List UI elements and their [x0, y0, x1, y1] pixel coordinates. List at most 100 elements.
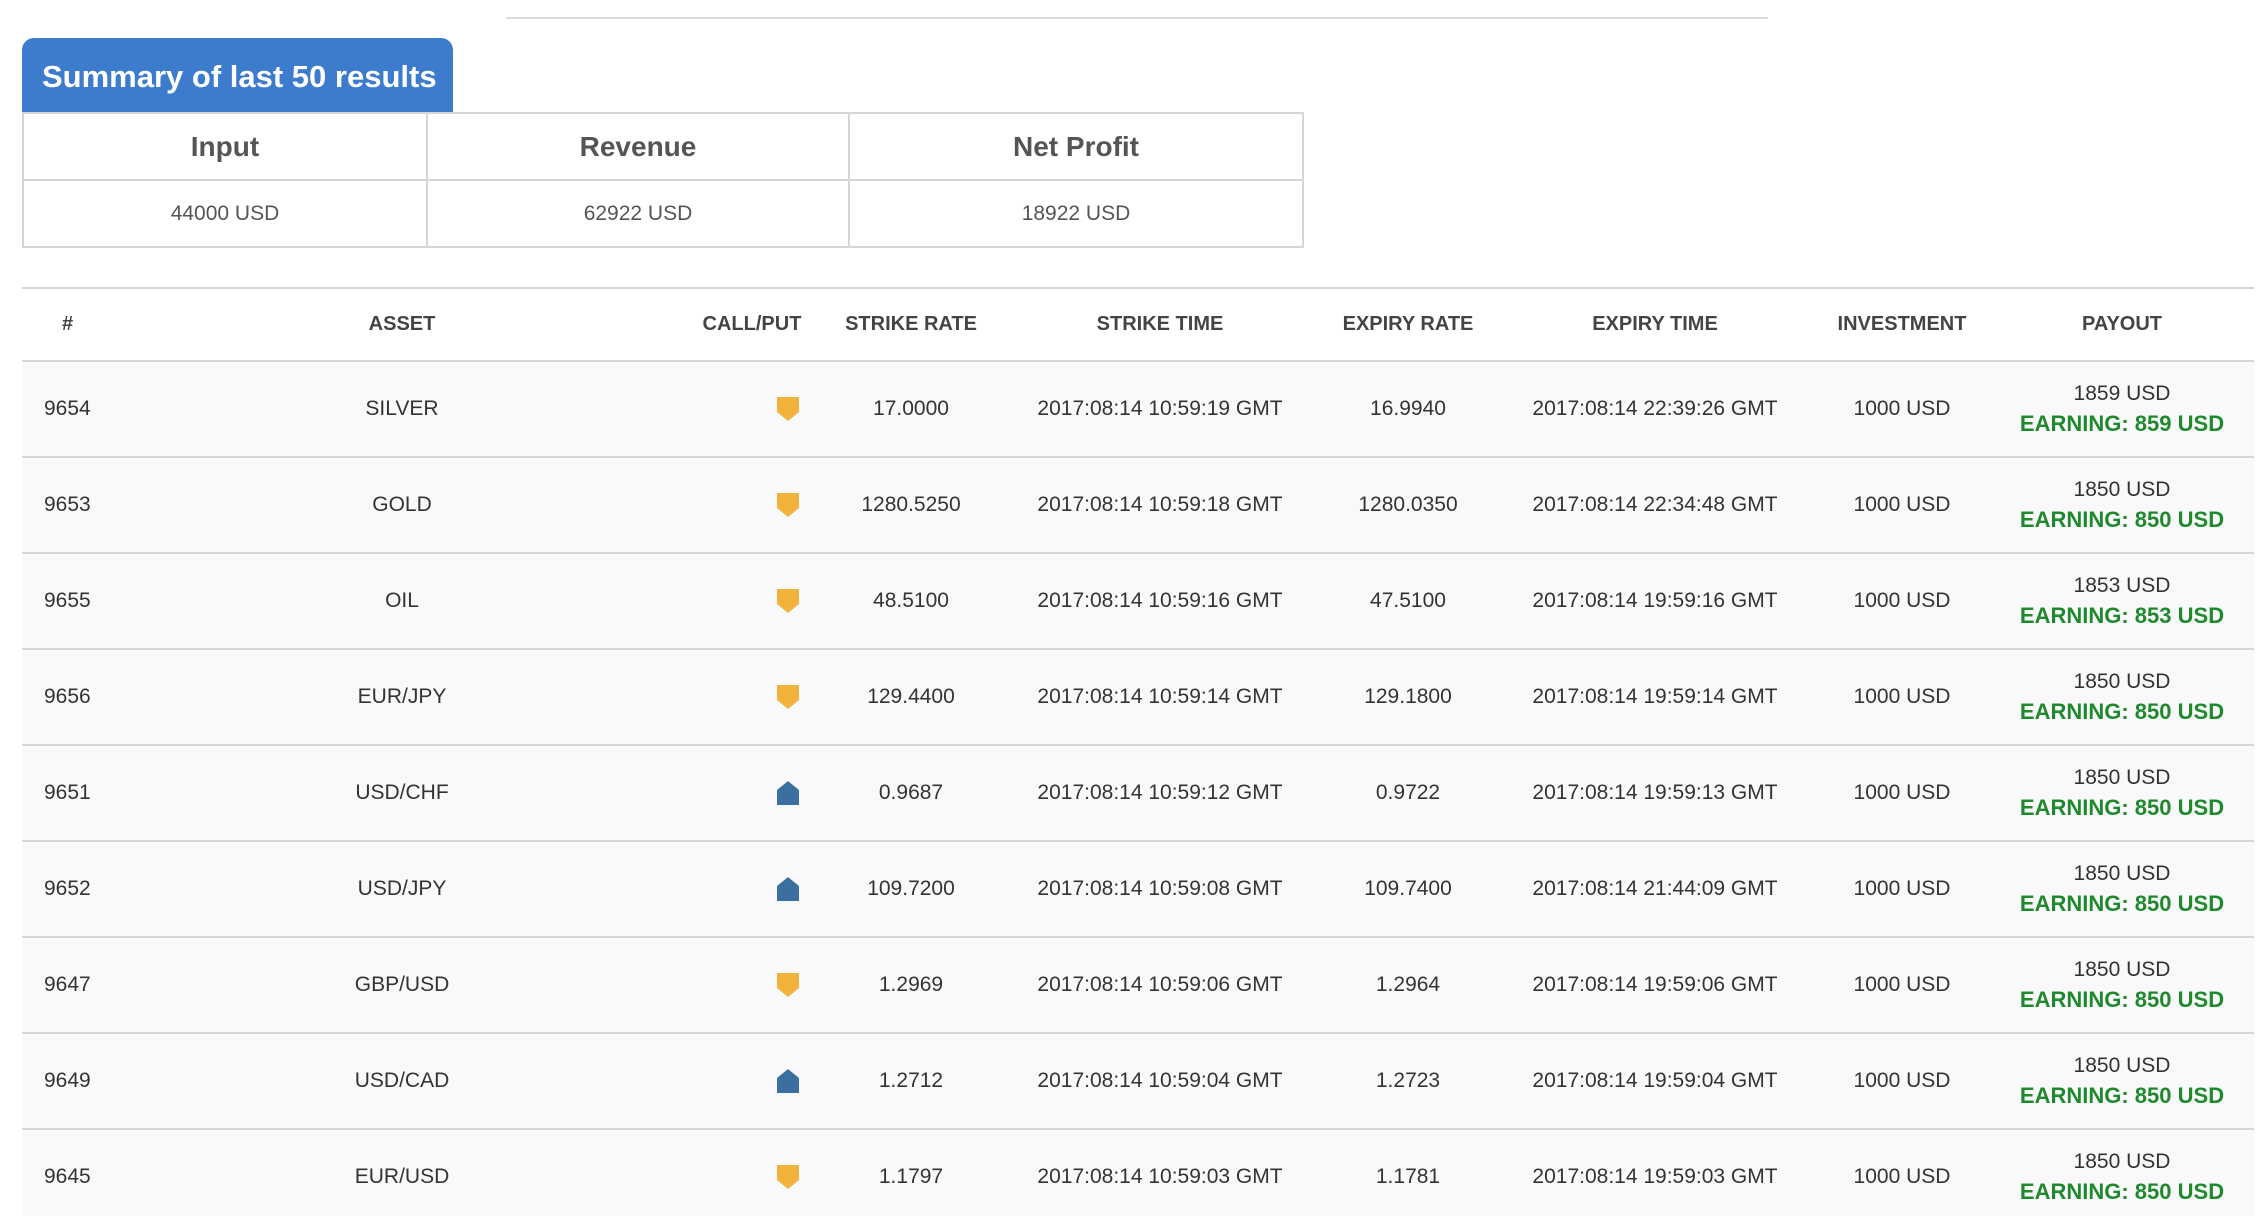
investment: 1000 USD	[1814, 745, 1990, 842]
call-put-cell	[682, 649, 822, 746]
column-header-expiry-time[interactable]: EXPIRY TIME	[1496, 289, 1814, 362]
strike-time: 2017:08:14 10:59:08 GMT	[1000, 841, 1320, 938]
asset-name: EUR/JPY	[122, 649, 682, 746]
table-row[interactable]: 9651 USD/CHF 0.9687 2017:08:14 10:59:12 GMT…	[22, 745, 2254, 842]
expiry-time: 2017:08:14 19:59:03 GMT	[1496, 1129, 1814, 1216]
table-row[interactable]: 9654 SILVER 17.0000 2017:08:14 10:59:19 GMT…	[22, 361, 2254, 458]
earning-amount: EARNING: 850 USD	[2019, 891, 2225, 916]
arrow-down-icon	[776, 396, 800, 422]
summary-revenue-value: 62922 USD	[426, 179, 850, 248]
expiry-time: 2017:08:14 19:59:06 GMT	[1496, 937, 1814, 1034]
trade-id: 9653	[22, 457, 122, 554]
arrow-up-icon	[776, 780, 800, 806]
investment: 1000 USD	[1814, 361, 1990, 458]
call-put-cell	[682, 1033, 822, 1130]
investment: 1000 USD	[1814, 937, 1990, 1034]
table-row[interactable]: 9653 GOLD 1280.5250 2017:08:14 10:59:18 GMT…	[22, 457, 2254, 554]
payout-cell: 1850 USD EARNING: 850 USD	[1990, 841, 2254, 938]
column-header-id[interactable]: #	[22, 289, 122, 362]
table-row[interactable]: 9649 USD/CAD 1.2712 2017:08:14 10:59:04 GMT…	[22, 1033, 2254, 1130]
summary-title-tab: Summary of last 50 results	[22, 38, 453, 113]
call-put-cell	[682, 745, 822, 842]
payout-amount: 1853 USD	[2073, 574, 2171, 597]
results-body: 9654 SILVER 17.0000 2017:08:14 10:59:19 GMT…	[22, 361, 2254, 1216]
investment: 1000 USD	[1814, 649, 1990, 746]
column-header-investment[interactable]: INVESTMENT	[1814, 289, 1990, 362]
expiry-rate: 47.5100	[1320, 553, 1496, 650]
payout-amount: 1850 USD	[2073, 670, 2171, 693]
summary-net-profit-value: 18922 USD	[848, 179, 1304, 248]
column-header-strike-rate[interactable]: STRIKE RATE	[822, 289, 1000, 362]
trade-id: 9649	[22, 1033, 122, 1130]
top-divider	[506, 17, 1768, 19]
summary-table: Input Revenue Net Profit 44000 USD 62922…	[22, 112, 1304, 248]
column-header-expiry-rate[interactable]: EXPIRY RATE	[1320, 289, 1496, 362]
earning-amount: EARNING: 850 USD	[2019, 795, 2225, 820]
expiry-rate: 1.2964	[1320, 937, 1496, 1034]
payout-cell: 1850 USD EARNING: 850 USD	[1990, 457, 2254, 554]
column-header-strike-time[interactable]: STRIKE TIME	[1000, 289, 1320, 362]
strike-rate: 1.1797	[822, 1129, 1000, 1216]
trade-id: 9655	[22, 553, 122, 650]
earning-amount: EARNING: 850 USD	[2019, 507, 2225, 532]
expiry-time: 2017:08:14 22:39:26 GMT	[1496, 361, 1814, 458]
trade-id: 9651	[22, 745, 122, 842]
investment: 1000 USD	[1814, 1129, 1990, 1216]
column-header-asset[interactable]: ASSET	[122, 289, 682, 362]
earning-amount: EARNING: 853 USD	[2019, 603, 2225, 628]
results-table: # ASSET CALL/PUT STRIKE RATE STRIKE TIME…	[22, 289, 2254, 1216]
asset-name: GOLD	[122, 457, 682, 554]
summary-value-row: 44000 USD 62922 USD 18922 USD	[22, 179, 1304, 248]
payout-cell: 1850 USD EARNING: 850 USD	[1990, 937, 2254, 1034]
strike-rate: 1280.5250	[822, 457, 1000, 554]
strike-time: 2017:08:14 10:59:16 GMT	[1000, 553, 1320, 650]
arrow-down-icon	[776, 1164, 800, 1190]
trade-id: 9654	[22, 361, 122, 458]
strike-rate: 1.2712	[822, 1033, 1000, 1130]
table-row[interactable]: 9652 USD/JPY 109.7200 2017:08:14 10:59:08 G…	[22, 841, 2254, 938]
strike-rate: 129.4400	[822, 649, 1000, 746]
call-put-cell	[682, 1129, 822, 1216]
strike-time: 2017:08:14 10:59:14 GMT	[1000, 649, 1320, 746]
asset-name: OIL	[122, 553, 682, 650]
table-row[interactable]: 9647 GBP/USD 1.2969 2017:08:14 10:59:06 GMT…	[22, 937, 2254, 1034]
strike-rate: 1.2969	[822, 937, 1000, 1034]
table-row[interactable]: 9645 EUR/USD 1.1797 2017:08:14 10:59:03 GMT…	[22, 1129, 2254, 1216]
arrow-down-icon	[776, 972, 800, 998]
trade-id: 9652	[22, 841, 122, 938]
payout-cell: 1859 USD EARNING: 859 USD	[1990, 361, 2254, 458]
arrow-down-icon	[776, 588, 800, 614]
arrow-down-icon	[776, 684, 800, 710]
expiry-time: 2017:08:14 19:59:16 GMT	[1496, 553, 1814, 650]
payout-cell: 1853 USD EARNING: 853 USD	[1990, 553, 2254, 650]
arrow-down-icon	[776, 492, 800, 518]
expiry-time: 2017:08:14 19:59:04 GMT	[1496, 1033, 1814, 1130]
strike-rate: 17.0000	[822, 361, 1000, 458]
payout-cell: 1850 USD EARNING: 850 USD	[1990, 1033, 2254, 1130]
payout-amount: 1850 USD	[2073, 862, 2171, 885]
call-put-cell	[682, 457, 822, 554]
investment: 1000 USD	[1814, 553, 1990, 650]
payout-amount: 1850 USD	[2073, 766, 2171, 789]
investment: 1000 USD	[1814, 457, 1990, 554]
column-header-call-put[interactable]: CALL/PUT	[682, 289, 822, 362]
asset-name: GBP/USD	[122, 937, 682, 1034]
summary-header-net-profit: Net Profit	[848, 112, 1304, 181]
results-table-container: # ASSET CALL/PUT STRIKE RATE STRIKE TIME…	[22, 287, 2254, 1216]
payout-amount: 1850 USD	[2073, 1054, 2171, 1077]
call-put-cell	[682, 841, 822, 938]
trade-id: 9645	[22, 1129, 122, 1216]
payout-cell: 1850 USD EARNING: 850 USD	[1990, 745, 2254, 842]
column-header-payout[interactable]: PAYOUT	[1990, 289, 2254, 362]
strike-time: 2017:08:14 10:59:12 GMT	[1000, 745, 1320, 842]
table-row[interactable]: 9656 EUR/JPY 129.4400 2017:08:14 10:59:14 G…	[22, 649, 2254, 746]
payout-amount: 1850 USD	[2073, 958, 2171, 981]
earning-amount: EARNING: 850 USD	[2019, 1179, 2225, 1204]
summary-header-row: Input Revenue Net Profit	[22, 112, 1304, 181]
summary-header-input: Input	[22, 112, 428, 181]
arrow-up-icon	[776, 1068, 800, 1094]
table-row[interactable]: 9655 OIL 48.5100 2017:08:14 10:59:16 GMT 47.…	[22, 553, 2254, 650]
trade-id: 9647	[22, 937, 122, 1034]
expiry-rate: 1280.0350	[1320, 457, 1496, 554]
